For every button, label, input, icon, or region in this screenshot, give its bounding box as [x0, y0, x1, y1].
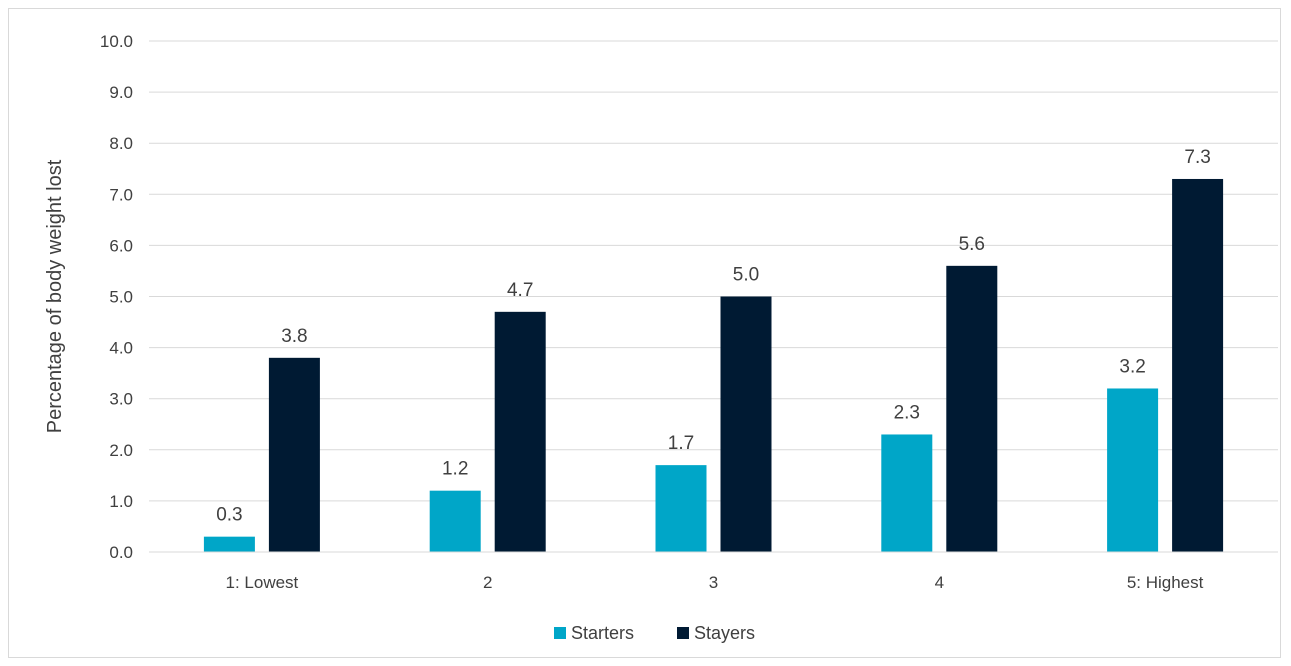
chart-frame: 0.0 1.0 2.0 3.0 4.0 5.0 6.0 7.0 8.0 9.0 10.0 0.3 3.…: [8, 8, 1281, 658]
data-label: 1.2: [442, 459, 468, 480]
data-label: 5.6: [959, 234, 985, 255]
data-label: 0.3: [216, 505, 242, 526]
data-labels: 0.3 3.8 1.2 4.7 1.7 5.0 2.3 5.6 3.2 7.3: [216, 147, 1211, 526]
bar-starters: [881, 434, 933, 552]
data-label: 1.7: [668, 433, 694, 454]
x-category-label: 3: [709, 573, 718, 592]
y-tick-label: 3.0: [109, 390, 133, 409]
y-axis-ticks: 0.0 1.0 2.0 3.0 4.0 5.0 6.0 7.0 8.0 9.0 10.0: [100, 32, 133, 562]
y-tick-label: 1.0: [109, 492, 133, 511]
bar-chart: 0.0 1.0 2.0 3.0 4.0 5.0 6.0 7.0 8.0 9.0 10.0 0.3 3.…: [44, 32, 1278, 643]
x-category-label: 4: [935, 573, 944, 592]
data-label: 2.3: [894, 402, 920, 423]
bar-stayers: [1172, 178, 1224, 552]
bar-starters: [203, 536, 255, 552]
bar-stayers: [946, 265, 998, 552]
x-category-label: 5: Highest: [1127, 573, 1204, 592]
bar-starters: [655, 465, 707, 552]
bar-starters: [1107, 388, 1159, 552]
x-category-label: 2: [483, 573, 492, 592]
y-tick-label: 6.0: [109, 236, 133, 255]
legend: Starters Stayers: [554, 623, 755, 643]
y-tick-label: 8.0: [109, 134, 133, 153]
bars: [203, 178, 1224, 552]
bar-stayers: [494, 311, 546, 552]
data-label: 5.0: [733, 265, 759, 286]
y-tick-label: 4.0: [109, 339, 133, 358]
bar-stayers: [720, 296, 772, 552]
y-axis-title: Percentage of body weight lost: [44, 159, 66, 433]
y-tick-label: 2.0: [109, 441, 133, 460]
x-axis-categories: 1: Lowest 2 3 4 5: Highest: [226, 573, 1204, 592]
y-tick-label: 0.0: [109, 543, 133, 562]
legend-swatch-stayers: [677, 627, 689, 639]
data-label: 7.3: [1184, 147, 1210, 168]
y-tick-label: 10.0: [100, 32, 133, 51]
data-label: 3.8: [281, 326, 307, 347]
legend-label-stayers: Stayers: [694, 623, 755, 643]
y-tick-label: 5.0: [109, 288, 133, 307]
y-tick-label: 7.0: [109, 185, 133, 204]
data-label: 4.7: [507, 280, 533, 301]
y-tick-label: 9.0: [109, 83, 133, 102]
legend-label-starters: Starters: [571, 623, 634, 643]
legend-swatch-starters: [554, 627, 566, 639]
bar-starters: [429, 490, 481, 552]
x-category-label: 1: Lowest: [226, 573, 299, 592]
gridlines: [149, 40, 1278, 502]
bar-stayers: [268, 357, 320, 552]
data-label: 3.2: [1119, 356, 1145, 377]
